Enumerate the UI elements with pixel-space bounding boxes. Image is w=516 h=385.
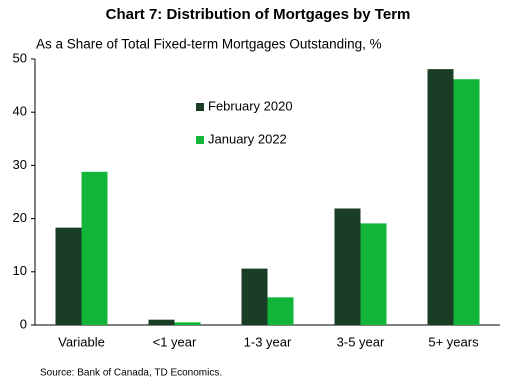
bar <box>55 227 82 325</box>
chart-title: Chart 7: Distribution of Mortgages by Te… <box>106 6 411 23</box>
bar <box>427 69 454 325</box>
x-tick-label: <1 year <box>153 334 197 349</box>
y-tick-label: 10 <box>13 263 27 278</box>
bar <box>267 297 294 325</box>
y-tick-label: 50 <box>13 50 27 65</box>
source-note: Source: Bank of Canada, TD Economics. <box>40 368 222 379</box>
bar <box>453 79 480 325</box>
bar <box>241 268 268 325</box>
bar <box>148 319 175 325</box>
legend-swatch <box>196 103 204 111</box>
y-tick-label: 40 <box>13 104 27 119</box>
x-tick-label: 1-3 year <box>244 334 292 349</box>
bar <box>334 208 361 325</box>
bar <box>81 171 108 325</box>
y-tick-label: 30 <box>13 157 27 172</box>
legend-label: February 2020 <box>208 98 293 113</box>
x-tick-label: Variable <box>58 334 105 349</box>
x-tick-label: 5+ years <box>428 334 479 349</box>
bar <box>360 223 387 325</box>
y-tick-label: 0 <box>20 316 27 331</box>
y-tick-label: 20 <box>13 210 27 225</box>
bar <box>174 322 201 325</box>
x-tick-label: 3-5 year <box>337 334 385 349</box>
legend-label: January 2022 <box>208 131 287 146</box>
chart-subtitle: As a Share of Total Fixed-term Mortgages… <box>36 37 382 52</box>
legend-swatch <box>196 136 204 144</box>
